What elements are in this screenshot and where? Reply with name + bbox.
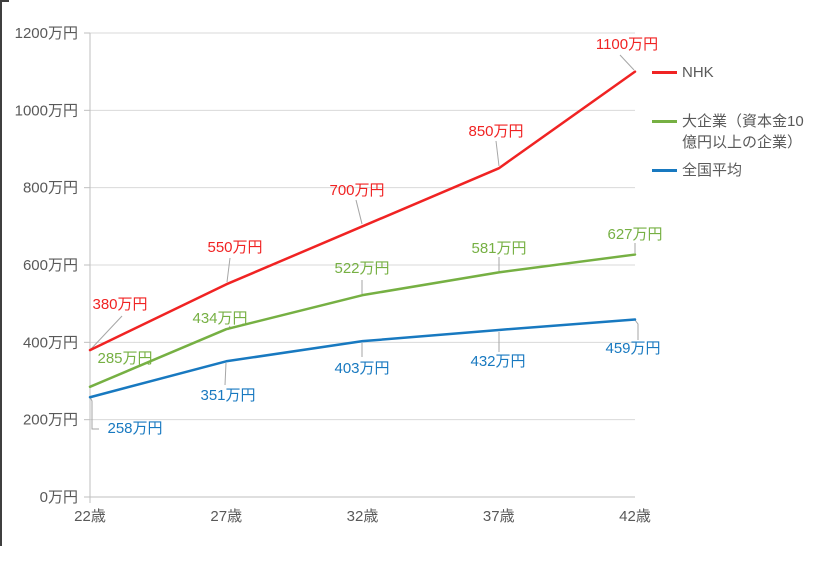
- data-label-leader-line: [224, 362, 227, 386]
- y-tick-label: 1000万円: [15, 102, 78, 119]
- data-label-leader-line: [90, 315, 123, 350]
- data-label: 522万円: [334, 260, 389, 277]
- data-label: 285万円: [97, 350, 152, 367]
- series-line-0: [88, 70, 637, 352]
- x-tick-label: 37歳: [483, 508, 515, 525]
- y-tick-label: 800万円: [23, 180, 78, 197]
- data-label: 627万円: [607, 226, 662, 243]
- x-tick-label: 42歳: [619, 508, 651, 525]
- legend-label-large-corporations: 大企業（資本金10億円以上の企業）: [682, 113, 804, 151]
- legend-item-nhk[interactable]: NHK: [652, 62, 817, 83]
- data-label-leader-line: [226, 257, 231, 283]
- legend-label-national-average: 全国平均: [682, 162, 743, 179]
- y-tick-label: 600万円: [23, 257, 78, 274]
- series-line-1: [88, 253, 637, 389]
- data-label: 459万円: [605, 340, 660, 357]
- data-label: 581万円: [471, 240, 526, 257]
- data-label-leader-line: [89, 396, 99, 430]
- data-label: 850万円: [468, 123, 523, 140]
- data-label: 380万円: [92, 296, 147, 313]
- window-top-border-nub: [0, 0, 9, 2]
- legend-item-national-average[interactable]: 全国平均: [652, 160, 817, 181]
- data-label: 434万円: [192, 310, 247, 327]
- y-tick-label: 200万円: [23, 412, 78, 429]
- window-left-border: [0, 0, 2, 546]
- x-tick-label: 22歳: [74, 508, 106, 525]
- data-label: 700万円: [329, 182, 384, 199]
- x-tick-label: 27歳: [210, 508, 242, 525]
- y-tick-label: 400万円: [23, 334, 78, 351]
- data-label-leader-line: [355, 199, 363, 225]
- x-tick-label: 32歳: [347, 508, 379, 525]
- data-label: 550万円: [207, 239, 262, 256]
- series-line-2: [88, 318, 637, 399]
- chart-legend: NHK 大企業（資本金10億円以上の企業） 全国平均: [652, 62, 817, 181]
- data-label-leader-line: [495, 140, 500, 167]
- legend-label-nhk: NHK: [682, 64, 714, 81]
- data-label: 351万円: [200, 387, 255, 404]
- data-label-leader-line: [619, 54, 635, 71]
- y-tick-label: 0万円: [40, 489, 78, 506]
- legend-swatch-national-average: [652, 169, 677, 172]
- legend-swatch-nhk: [652, 71, 677, 74]
- legend-item-large-corporations[interactable]: 大企業（資本金10億円以上の企業）: [652, 111, 817, 153]
- legend-swatch-large-corporations: [652, 120, 677, 123]
- data-label-leader-line: [634, 319, 639, 340]
- y-tick-label: 1200万円: [15, 25, 78, 42]
- data-label: 432万円: [470, 353, 525, 370]
- data-label: 1100万円: [596, 36, 658, 53]
- data-label: 258万円: [107, 420, 162, 437]
- data-label: 403万円: [334, 360, 389, 377]
